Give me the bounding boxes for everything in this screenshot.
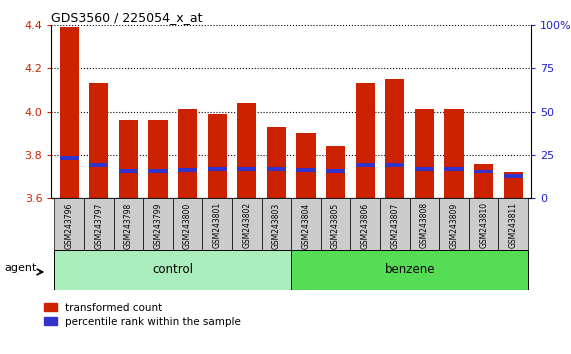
Text: GSM243796: GSM243796 — [65, 202, 74, 249]
Bar — [114, 198, 143, 250]
Bar — [415, 109, 434, 198]
Bar — [148, 120, 168, 198]
Bar — [291, 250, 528, 290]
Bar — [208, 167, 227, 171]
Bar — [474, 164, 493, 198]
Text: GSM243811: GSM243811 — [509, 202, 518, 249]
Text: GSM243798: GSM243798 — [124, 202, 133, 249]
Text: GSM243803: GSM243803 — [272, 202, 281, 249]
Bar — [237, 167, 256, 171]
Text: GSM243800: GSM243800 — [183, 202, 192, 249]
Bar — [409, 198, 439, 250]
Text: GSM243810: GSM243810 — [479, 202, 488, 249]
Text: GSM243808: GSM243808 — [420, 202, 429, 249]
Bar — [84, 198, 114, 250]
Text: GSM243805: GSM243805 — [331, 202, 340, 249]
Bar — [173, 198, 202, 250]
Bar — [54, 198, 84, 250]
Text: GSM243802: GSM243802 — [242, 202, 251, 249]
Bar — [326, 146, 345, 198]
Bar — [262, 198, 291, 250]
Text: GSM243797: GSM243797 — [94, 202, 103, 249]
Text: GSM243807: GSM243807 — [391, 202, 399, 249]
Bar — [143, 198, 173, 250]
Bar — [356, 163, 375, 167]
Text: control: control — [152, 263, 193, 276]
Bar — [178, 109, 197, 198]
Text: GSM243804: GSM243804 — [301, 202, 311, 249]
Bar — [380, 198, 409, 250]
Bar — [148, 170, 168, 173]
Bar — [119, 120, 138, 198]
Bar — [232, 198, 262, 250]
Bar — [385, 79, 404, 198]
Bar — [59, 27, 79, 198]
Bar — [296, 133, 316, 198]
Bar — [415, 167, 434, 171]
Bar — [119, 170, 138, 173]
Bar — [237, 103, 256, 198]
Bar — [267, 127, 286, 198]
Bar — [356, 83, 375, 198]
Text: benzene: benzene — [384, 263, 435, 276]
Bar — [291, 198, 321, 250]
Bar — [439, 198, 469, 250]
Text: GSM243809: GSM243809 — [449, 202, 459, 249]
Text: GSM243801: GSM243801 — [212, 202, 222, 249]
Bar — [202, 198, 232, 250]
Bar — [444, 167, 464, 171]
Text: GSM243806: GSM243806 — [361, 202, 370, 249]
Bar — [208, 114, 227, 198]
Text: GDS3560 / 225054_x_at: GDS3560 / 225054_x_at — [51, 11, 203, 24]
Bar — [469, 198, 498, 250]
Bar — [89, 83, 108, 198]
Bar — [351, 198, 380, 250]
Bar — [498, 198, 528, 250]
Bar — [321, 198, 351, 250]
Bar — [504, 174, 523, 178]
Bar — [54, 250, 291, 290]
Bar — [178, 168, 197, 172]
Text: agent: agent — [4, 263, 37, 273]
Bar — [504, 172, 523, 198]
Bar — [296, 168, 316, 172]
Bar — [385, 163, 404, 167]
Legend: transformed count, percentile rank within the sample: transformed count, percentile rank withi… — [44, 303, 241, 327]
Bar — [267, 167, 286, 171]
Bar — [474, 170, 493, 173]
Bar — [89, 163, 108, 167]
Bar — [444, 109, 464, 198]
Bar — [326, 170, 345, 173]
Bar — [59, 156, 79, 160]
Text: GSM243799: GSM243799 — [154, 202, 163, 249]
